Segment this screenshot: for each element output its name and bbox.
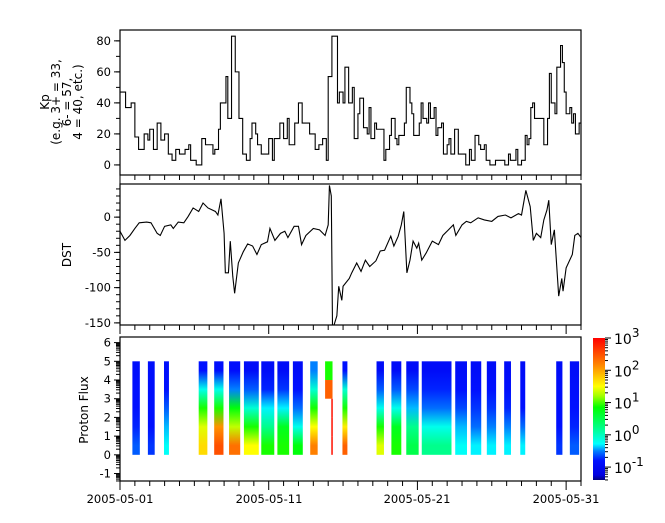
y-tick-label: 5 <box>104 354 111 368</box>
y-tick-label: -100 <box>85 281 111 295</box>
heatmap-cell <box>325 380 333 399</box>
heatmap-column <box>391 361 402 455</box>
y-tick-label: 60 <box>96 65 111 79</box>
heatmap-cells <box>132 361 580 455</box>
y-tick-label: 4 <box>104 373 111 387</box>
y-tick-label: 3 <box>104 392 111 406</box>
x-tick-label: 2005-05-21 <box>384 492 451 506</box>
y-tick-label: 6 <box>104 336 111 350</box>
colorbar-tick-label: 101 <box>614 391 639 413</box>
heatmap-column <box>214 361 224 455</box>
y-tick-label: 0 <box>104 158 111 172</box>
heatmap-column <box>261 361 275 455</box>
heatmap-column <box>198 361 208 455</box>
dst-panel: 0 -50 -100 -150 <box>85 183 582 334</box>
colorbar-tick-label: 103 <box>614 326 639 348</box>
y-tick-label: 0 <box>104 210 111 224</box>
heatmap-column <box>520 361 526 455</box>
heatmap-column <box>243 361 259 455</box>
proton-flux-panel: -1 0 1 2 3 4 5 6 <box>100 336 582 490</box>
kp-ylabel-line-3: 6- = 57, <box>60 78 74 127</box>
dst-ylabel: DST <box>60 242 74 267</box>
heatmap-column <box>406 361 419 455</box>
heatmap-column <box>486 361 497 455</box>
kp-ylabel-line-4: 4 = 40, etc.) <box>71 64 85 139</box>
x-tick-label: 2005-05-01 <box>87 492 154 506</box>
heatmap-column <box>376 361 384 455</box>
kp-panel: 0 20 40 60 80 <box>96 29 582 184</box>
y-axis-labels: Kp (e.g. 3+ = 33, 6- = 57, 4 = 40, etc.)… <box>38 59 91 444</box>
heatmap-cell <box>325 361 333 381</box>
proton-flux-ylabel: Proton Flux <box>77 376 91 443</box>
heatmap-cell <box>331 417 333 437</box>
heatmap-column <box>147 361 155 455</box>
kp-ylabel-line-2: (e.g. 3+ = 33, <box>49 59 63 145</box>
heatmap-column <box>556 361 563 455</box>
y-tick-label: 80 <box>96 34 111 48</box>
heatmap-cell <box>331 398 333 418</box>
heatmap-column <box>163 361 169 455</box>
heatmap-column <box>504 361 511 455</box>
colorbar-tick-label: 10-1 <box>614 455 644 477</box>
x-tick-label: 2005-05-31 <box>533 492 600 506</box>
heatmap-cell <box>331 436 333 455</box>
heatmap-column <box>342 361 348 455</box>
x-tick-label: 2005-05-11 <box>236 492 303 506</box>
heatmap-column <box>569 361 580 455</box>
heatmap-column <box>229 361 241 455</box>
kp-ylabel-line-1: Kp <box>38 94 52 110</box>
x-tick-labels: 2005-05-01 2005-05-11 2005-05-21 2005-05… <box>87 492 600 506</box>
y-tick-label: -50 <box>92 245 111 259</box>
heatmap-column <box>470 361 482 455</box>
dst-series-line <box>120 185 581 325</box>
y-tick-label: 1 <box>104 429 111 443</box>
kp-series-line <box>120 35 581 166</box>
y-tick-label: 40 <box>96 96 111 110</box>
proton-flux-frame <box>119 336 582 482</box>
colorbar-tick-label: 102 <box>614 358 639 380</box>
y-tick-label: -1 <box>100 467 111 481</box>
y-tick-label: 20 <box>96 127 111 141</box>
y-tick-label: 0 <box>104 448 111 462</box>
heatmap-column <box>292 361 303 455</box>
dst-frame <box>119 183 582 326</box>
colorbar-ramp <box>593 338 605 480</box>
colorbar-tick-label: 100 <box>614 423 639 445</box>
y-tick-label: 2 <box>104 410 111 424</box>
heatmap-column <box>132 361 140 455</box>
heatmap-column <box>277 361 290 455</box>
y-tick-label: -150 <box>85 316 111 330</box>
heatmap-column <box>310 361 318 455</box>
heatmap-column <box>421 361 452 455</box>
colorbar: 10-1 100 101 102 103 <box>593 326 644 481</box>
heatmap-column <box>455 361 467 455</box>
